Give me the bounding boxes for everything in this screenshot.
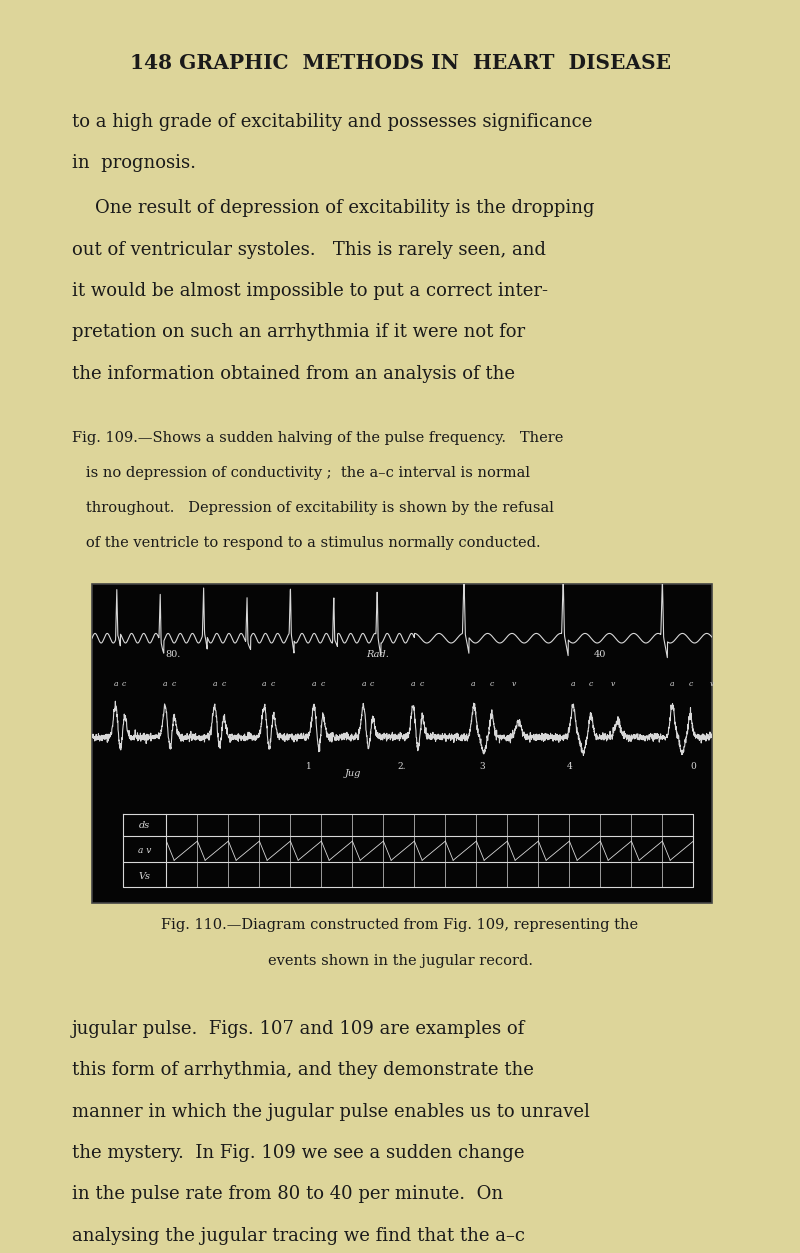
Text: a: a — [570, 680, 574, 688]
Text: c: c — [122, 680, 126, 688]
Text: this form of arrhythmia, and they demonstrate the: this form of arrhythmia, and they demons… — [72, 1061, 534, 1079]
Text: Jug: Jug — [344, 768, 361, 778]
Text: c: c — [271, 680, 275, 688]
Text: 3: 3 — [480, 762, 486, 771]
Text: One result of depression of excitability is the dropping: One result of depression of excitability… — [72, 199, 594, 217]
Text: 148 GRAPHIC  METHODS IN  HEART  DISEASE: 148 GRAPHIC METHODS IN HEART DISEASE — [130, 53, 670, 73]
Text: of the ventricle to respond to a stimulus normally conducted.: of the ventricle to respond to a stimulu… — [72, 536, 541, 550]
Text: c: c — [222, 680, 226, 688]
Text: 2.: 2. — [398, 762, 406, 771]
Text: manner in which the jugular pulse enables us to unravel: manner in which the jugular pulse enable… — [72, 1103, 590, 1120]
Text: it would be almost impossible to put a correct inter-: it would be almost impossible to put a c… — [72, 282, 548, 299]
Text: v: v — [710, 680, 714, 688]
Text: a: a — [262, 680, 266, 688]
Text: Rad.: Rad. — [366, 650, 389, 659]
Text: throughout.   Depression of excitability is shown by the refusal: throughout. Depression of excitability i… — [72, 501, 554, 515]
Text: c: c — [321, 680, 325, 688]
Text: ds: ds — [139, 821, 150, 829]
Text: 80.: 80. — [165, 650, 180, 659]
Bar — [92, 584, 712, 903]
Text: pretation on such an arrhythmia if it were not for: pretation on such an arrhythmia if it we… — [72, 323, 525, 341]
Text: c: c — [420, 680, 424, 688]
Text: a: a — [312, 680, 316, 688]
Text: v: v — [511, 680, 516, 688]
Text: in  prognosis.: in prognosis. — [72, 154, 196, 172]
Text: a: a — [471, 680, 475, 688]
Text: c: c — [172, 680, 176, 688]
Text: c: c — [370, 680, 374, 688]
Text: is no depression of conductivity ;  the a–c interval is normal: is no depression of conductivity ; the a… — [72, 466, 530, 480]
Text: Vs: Vs — [138, 872, 150, 881]
Text: to a high grade of excitability and possesses significance: to a high grade of excitability and poss… — [72, 113, 592, 130]
Text: a v: a v — [138, 846, 151, 856]
Text: 1: 1 — [306, 762, 312, 771]
Text: jugular pulse.  Figs. 107 and 109 are examples of: jugular pulse. Figs. 107 and 109 are exa… — [72, 1020, 526, 1037]
Text: the information obtained from an analysis of the: the information obtained from an analysi… — [72, 365, 515, 382]
Text: c: c — [688, 680, 693, 688]
Text: the mystery.  In Fig. 109 we see a sudden change: the mystery. In Fig. 109 we see a sudden… — [72, 1144, 525, 1162]
Text: Fig. 110.—Diagram constructed from Fig. 109, representing the: Fig. 110.—Diagram constructed from Fig. … — [162, 918, 638, 932]
Text: events shown in the jugular record.: events shown in the jugular record. — [267, 954, 533, 967]
Text: analysing the jugular tracing we find that the a–c: analysing the jugular tracing we find th… — [72, 1227, 525, 1244]
Text: a: a — [670, 680, 674, 688]
Text: in the pulse rate from 80 to 40 per minute.  On: in the pulse rate from 80 to 40 per minu… — [72, 1185, 503, 1203]
Text: c: c — [490, 680, 494, 688]
Text: c: c — [589, 680, 594, 688]
Text: a: a — [362, 680, 366, 688]
Text: 0: 0 — [690, 762, 696, 771]
Text: 4: 4 — [566, 762, 572, 771]
Text: a: a — [163, 680, 167, 688]
Text: 40: 40 — [594, 650, 606, 659]
Text: a: a — [411, 680, 415, 688]
Text: Fig. 109.—Shows a sudden halving of the pulse frequency.   There: Fig. 109.—Shows a sudden halving of the … — [72, 431, 563, 445]
Text: a: a — [114, 680, 118, 688]
Text: v: v — [610, 680, 615, 688]
Text: a: a — [213, 680, 217, 688]
Text: out of ventricular systoles.   This is rarely seen, and: out of ventricular systoles. This is rar… — [72, 241, 546, 258]
